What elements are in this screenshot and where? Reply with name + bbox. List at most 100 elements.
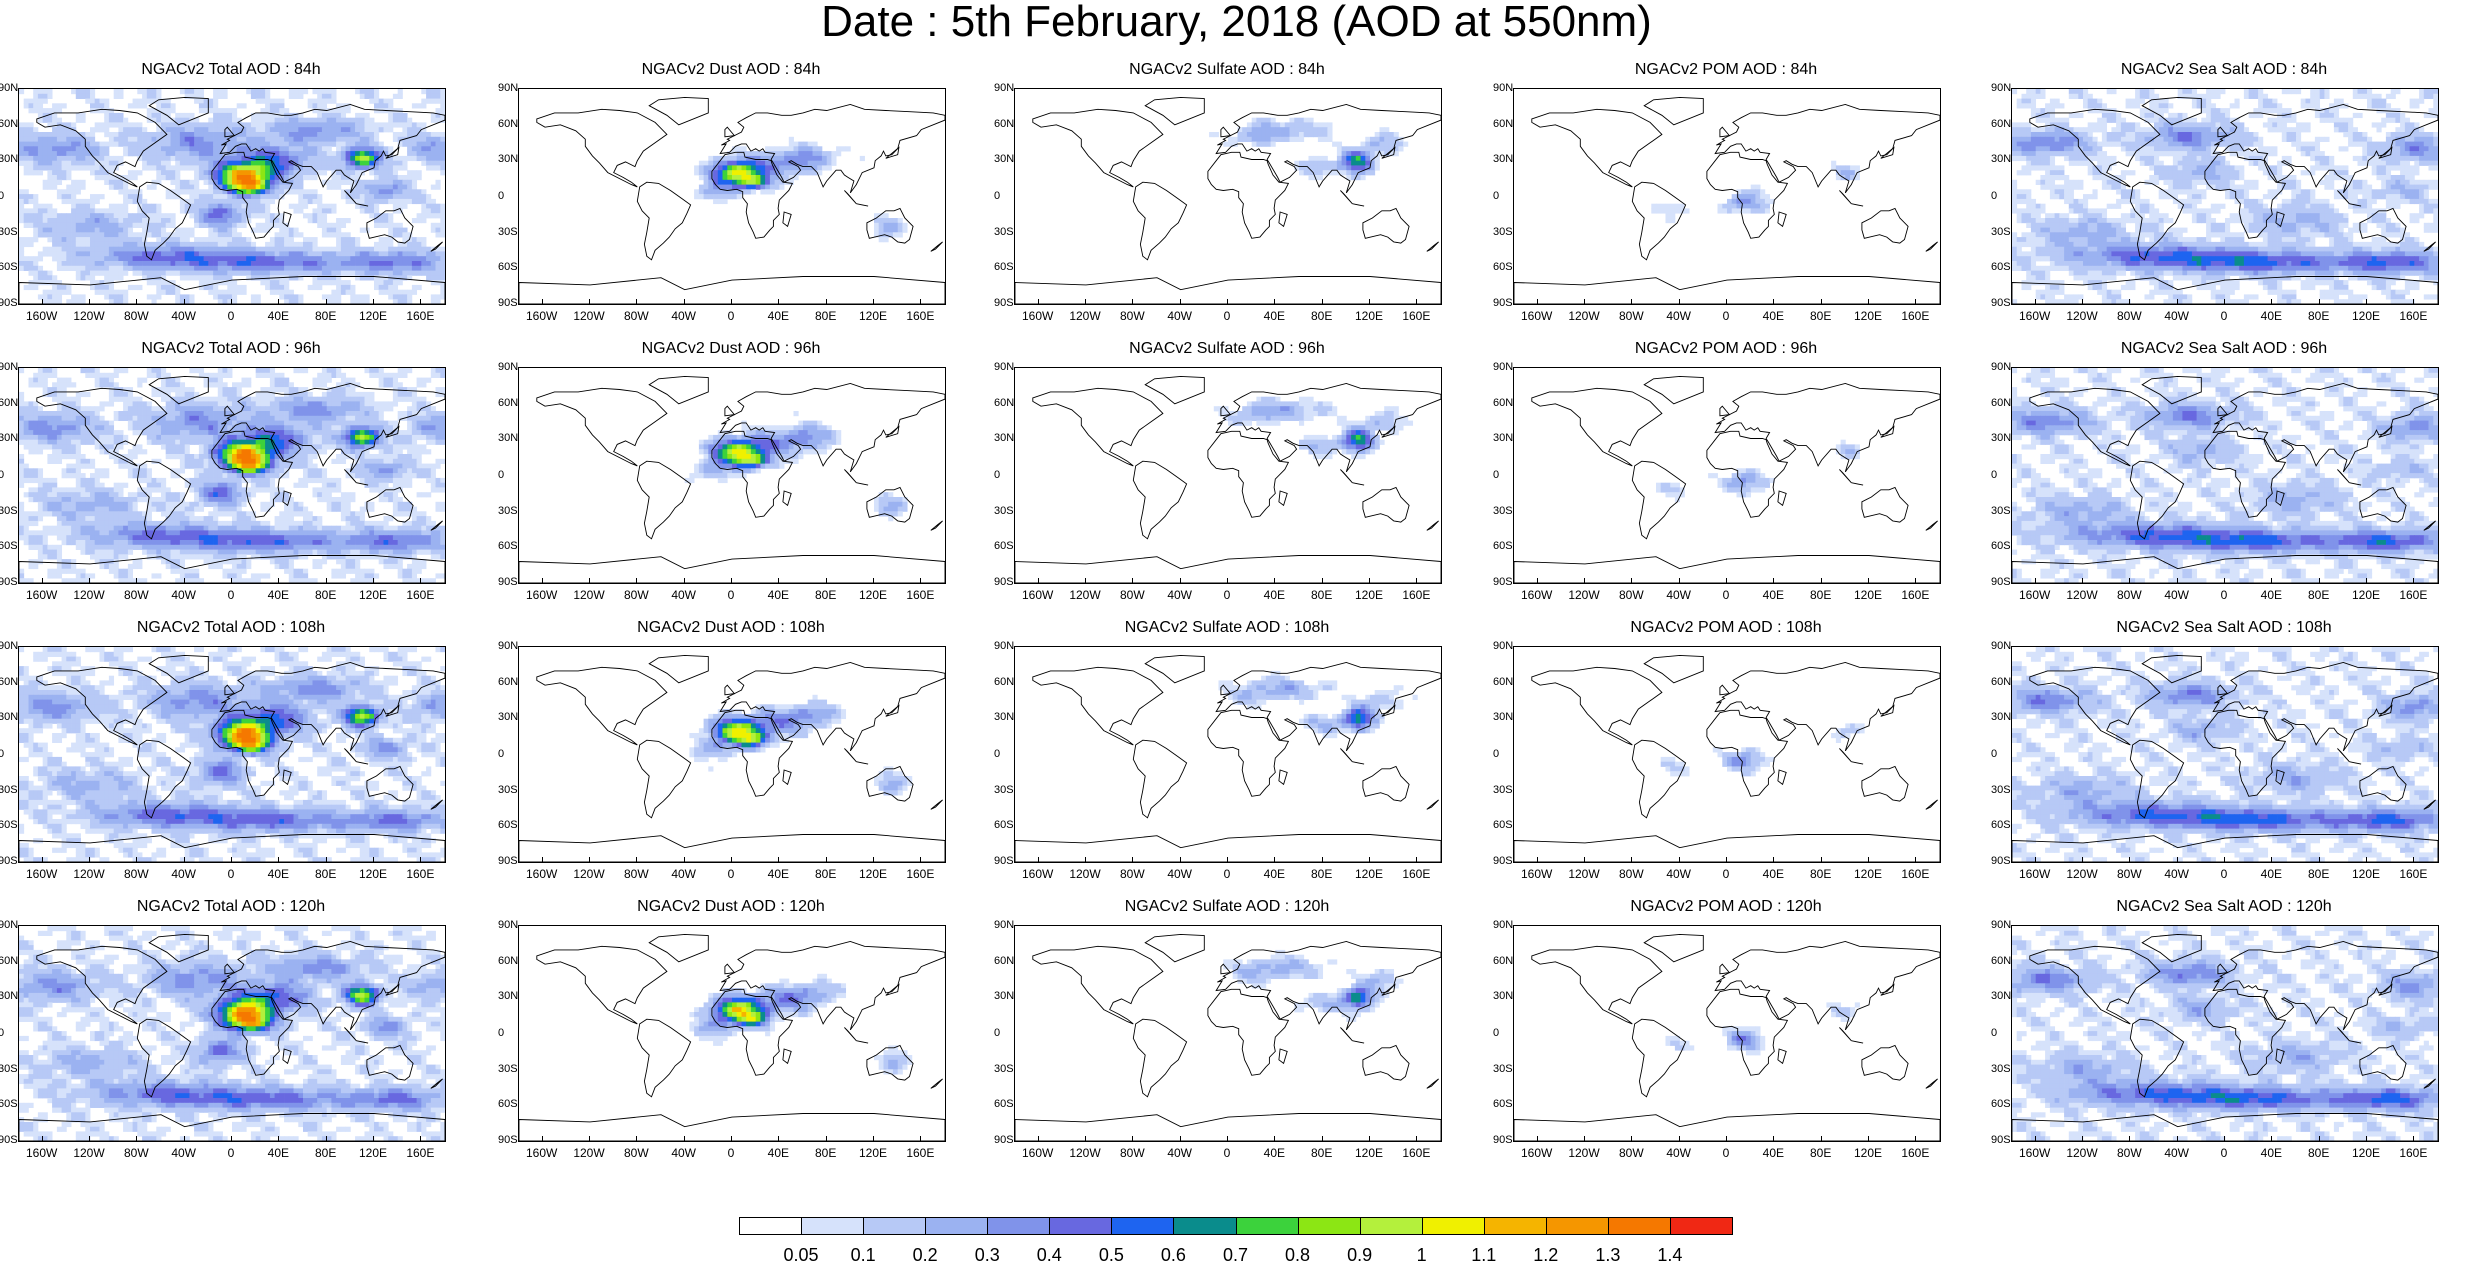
lon-tick	[42, 857, 43, 862]
lat-tick-label: 90N	[1991, 919, 2008, 931]
aod-field	[19, 926, 445, 1141]
lon-tick-label: 120W	[569, 1146, 609, 1160]
lon-tick-label: 0	[711, 867, 751, 881]
lon-tick	[184, 299, 185, 304]
lat-tick-label: 0	[498, 469, 515, 481]
panel-title: NGACv2 Sulfate AOD : 96h	[994, 340, 1460, 358]
lat-tick-label: 60N	[1991, 118, 2008, 130]
lon-tick-label: 80E	[1302, 1146, 1342, 1160]
lat-tick-label: 90S	[498, 1134, 515, 1146]
lat-tick-label: 30N	[498, 711, 515, 723]
lon-tick-label: 160W	[2015, 867, 2055, 881]
lon-tick	[1180, 1136, 1181, 1141]
lon-tick	[589, 578, 590, 583]
colorbar-swatch	[1608, 1217, 1671, 1235]
lon-tick-label: 120W	[1065, 867, 1105, 881]
lon-tick-label: 160E	[400, 588, 440, 602]
landmass-outline	[1145, 934, 1204, 961]
lat-tick-label: 30N	[1493, 153, 1510, 165]
map-frame	[2011, 367, 2439, 584]
lon-tick	[420, 578, 421, 583]
lon-tick	[731, 299, 732, 304]
map-frame	[1014, 367, 1442, 584]
colorbar-swatch	[1546, 1217, 1609, 1235]
landmass-outline	[1926, 521, 1938, 531]
lon-tick-label: 160E	[900, 867, 940, 881]
lon-tick	[42, 299, 43, 304]
lon-tick	[1227, 299, 1228, 304]
landmass-outline	[1427, 521, 1439, 531]
lon-tick	[184, 578, 185, 583]
landmass-outline	[1778, 1049, 1786, 1063]
lon-tick-label: 0	[211, 1146, 251, 1160]
lon-tick-label: 40E	[2251, 1146, 2291, 1160]
lat-tick-label: 60N	[1493, 955, 1510, 967]
lon-tick	[2082, 578, 2083, 583]
lon-tick-label: 40W	[164, 1146, 204, 1160]
lon-tick-label: 40W	[164, 588, 204, 602]
lon-tick-label: 40W	[1659, 309, 1699, 323]
landmass-outline	[637, 461, 690, 539]
lon-tick-label: 80W	[1611, 309, 1651, 323]
lat-tick-label: 30S	[1493, 226, 1510, 238]
lat-tick-label: 90S	[1493, 855, 1510, 867]
lon-tick	[1821, 299, 1822, 304]
aod-map-sulfate	[1015, 926, 1441, 1141]
landmass-outline	[2349, 762, 2361, 764]
lat-tick-label: 60S	[0, 540, 15, 552]
lon-tick-label: 40W	[2157, 588, 2197, 602]
lon-tick-label: 80W	[1611, 867, 1651, 881]
lon-tick	[1132, 578, 1133, 583]
landmass-outline	[856, 1041, 868, 1043]
lon-tick	[1584, 299, 1585, 304]
lon-tick	[1085, 299, 1086, 304]
lat-tick-label: 0	[994, 190, 1011, 202]
lon-tick	[231, 857, 232, 862]
lon-tick-label: 0	[2204, 309, 2244, 323]
colorbar-label: 0.3	[967, 1245, 1007, 1265]
lon-tick	[1274, 1136, 1275, 1141]
lat-tick-label: 90N	[498, 919, 515, 931]
lon-tick	[826, 1136, 827, 1141]
landmass-outline	[783, 1049, 791, 1063]
landmass-outline	[1881, 148, 1894, 159]
page-title: Date : 5th February, 2018 (AOD at 550nm)	[0, 0, 2473, 44]
lon-tick	[1868, 578, 1869, 583]
aod-map-dust	[519, 368, 945, 583]
landmass-outline	[1532, 388, 1662, 466]
aod-map-pom	[1514, 89, 1940, 304]
landmass-outline	[1862, 766, 1908, 801]
map-frame	[518, 367, 946, 584]
lon-tick-label: 120W	[1564, 588, 1604, 602]
lon-tick-label: 40E	[1254, 309, 1294, 323]
lon-tick-label: 40W	[1659, 867, 1699, 881]
lon-tick-label: 120E	[1848, 588, 1888, 602]
lon-tick-label: 80W	[616, 867, 656, 881]
lat-tick-label: 90S	[1991, 855, 2008, 867]
lon-tick-label: 160W	[522, 309, 562, 323]
lon-tick-label: 40W	[1160, 867, 1200, 881]
lon-tick-label: 0	[711, 588, 751, 602]
lat-tick-label: 0	[994, 469, 1011, 481]
panel-title: NGACv2 POM AOD : 84h	[1493, 61, 1959, 79]
lon-tick-label: 80W	[116, 309, 156, 323]
lon-tick-label: 40E	[1254, 1146, 1294, 1160]
lon-tick	[1584, 1136, 1585, 1141]
lon-tick-label: 120E	[1349, 1146, 1389, 1160]
aod-field	[689, 974, 912, 1075]
lon-tick	[542, 578, 543, 583]
lat-tick-label: 60N	[0, 397, 15, 409]
lat-tick-label: 60N	[1493, 397, 1510, 409]
lon-tick	[2035, 578, 2036, 583]
lat-tick-label: 30S	[994, 505, 1011, 517]
landmass-outline	[725, 964, 735, 974]
lat-tick-label: 90S	[994, 1134, 1011, 1146]
lon-tick-label: 80E	[1302, 867, 1342, 881]
lon-tick-label: 120E	[2346, 588, 2386, 602]
lat-tick-label: 90S	[994, 297, 1011, 309]
map-frame	[518, 88, 946, 305]
